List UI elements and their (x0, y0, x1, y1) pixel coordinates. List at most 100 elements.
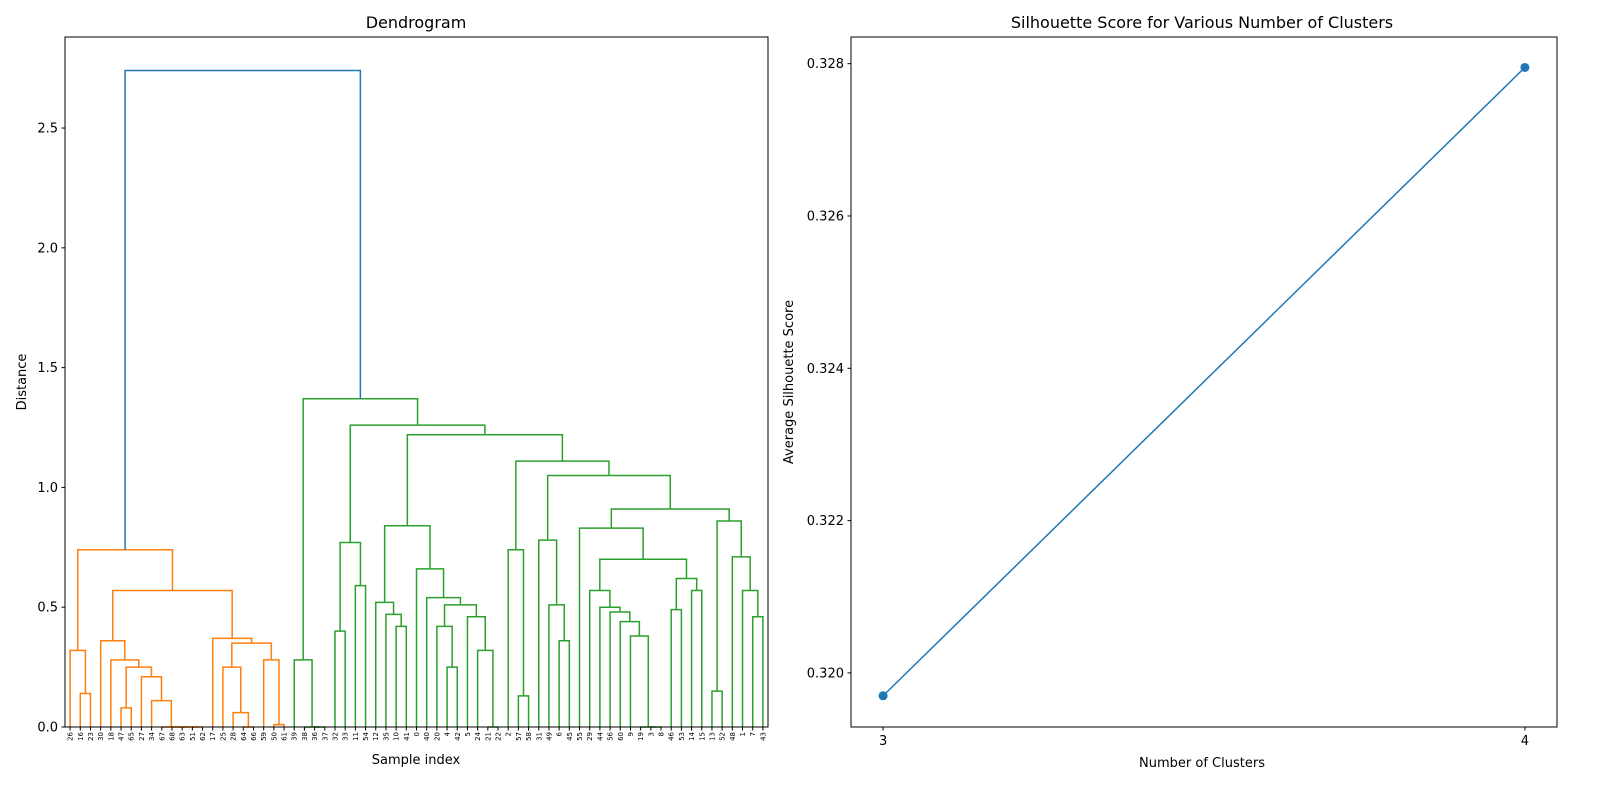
x-tick-label: 3 (879, 734, 887, 749)
y-tick-label: 0.5 (37, 601, 58, 616)
y-tick-label: 0.322 (807, 514, 844, 529)
x-tick-label: 4 (1521, 734, 1529, 749)
y-tick-label: 0.320 (807, 666, 844, 681)
leaf-label: 66 (250, 731, 258, 740)
y-tick-label: 0.328 (807, 57, 844, 72)
leaf-label: 45 (566, 732, 574, 741)
leaf-label: 18 (107, 732, 115, 741)
leaf-label: 22 (495, 732, 503, 741)
y-tick-label: 1.5 (37, 361, 58, 376)
dendrogram-link (675, 577, 698, 610)
y-tick-label: 0.326 (807, 209, 844, 224)
dendrogram-link (446, 666, 459, 727)
dendrogram-plot: Dendrogram Sample index Distance 26 16 23 3… (15, 13, 769, 768)
leaf-label: 67 (158, 732, 166, 741)
leaf-label: 5 (464, 732, 472, 736)
dendrogram-links (69, 69, 764, 728)
leaf-label: 58 (525, 732, 533, 741)
silhouette-point (878, 691, 888, 701)
silhouette-title: Silhouette Score for Various Number of C… (1011, 13, 1393, 32)
leaf-label: 24 (474, 731, 482, 740)
leaf-label: 61 (281, 732, 289, 741)
silhouette-ylabel: Average Silhouette Score (782, 300, 797, 464)
dendrogram-link (415, 568, 445, 727)
dendrogram-link (517, 695, 530, 727)
dendrogram-link (302, 398, 419, 660)
dendrogram-link (629, 635, 650, 727)
leaf-label: 52 (719, 732, 727, 741)
y-tick-label: 1.0 (37, 481, 58, 496)
dendrogram-link (548, 604, 565, 727)
leaf-label: 21 (484, 732, 492, 741)
leaf-label: 11 (352, 732, 360, 741)
leaf-label: 14 (688, 731, 696, 740)
leaf-label: 28 (230, 732, 238, 741)
dendrogram-link (293, 659, 313, 727)
dendrogram-link (339, 541, 362, 632)
leaf-label: 39 (291, 732, 299, 741)
leaf-label: 20 (433, 732, 441, 741)
dendrogram-link (222, 666, 242, 727)
dendrogram-link (76, 548, 174, 651)
leaf-label: 55 (576, 732, 584, 741)
dendrogram-link (385, 613, 402, 727)
dendrogram-link (383, 525, 431, 603)
y-tick-label: 2.5 (37, 122, 58, 137)
leaf-label: 62 (199, 732, 207, 741)
leaf-label: 30 (97, 732, 105, 741)
leaf-label: 33 (342, 732, 350, 741)
leaf-label: 54 (362, 731, 370, 740)
dendrogram-frame (64, 36, 769, 728)
leaf-label: 48 (729, 732, 737, 741)
leaf-label: 1 (739, 732, 747, 736)
leaf-label: 12 (372, 732, 380, 741)
dendrogram-link (374, 601, 395, 727)
leaf-label: 42 (454, 732, 462, 741)
dendrogram-link (79, 692, 92, 727)
leaf-label: 50 (270, 732, 278, 741)
dendrogram-link (610, 508, 730, 529)
leaf-label: 49 (545, 732, 553, 741)
dendrogram-link (443, 604, 478, 627)
leaf-label: 29 (586, 732, 594, 741)
dendrogram-link (538, 539, 558, 727)
leaf-label: 8 (658, 732, 666, 736)
dendrogram-link (476, 649, 494, 727)
dendrogram-link (425, 596, 462, 727)
leaf-label: 53 (678, 732, 686, 741)
leaf-label: 63 (179, 732, 187, 741)
leaf-label: 59 (260, 732, 268, 741)
silhouette-plot: Silhouette Score for Various Number of C… (782, 13, 1558, 771)
dendrogram-link (395, 625, 408, 727)
dendrogram-link (111, 589, 233, 641)
leaf-label: 36 (311, 731, 319, 740)
leaf-label: 35 (382, 732, 390, 741)
dendrogram-link (507, 548, 525, 727)
y-tick-label: 2.0 (37, 241, 58, 256)
dendrogram-root-link (124, 69, 362, 550)
leaf-label: 26 (67, 731, 75, 740)
leaf-label: 7 (749, 732, 757, 736)
dendrogram-link (262, 659, 280, 727)
dendrogram-link (150, 699, 173, 727)
dendrogram-link (231, 642, 273, 668)
dendrogram-link (69, 649, 87, 727)
leaf-label: 3 (647, 732, 655, 736)
dendrogram-link (466, 616, 487, 727)
dendrogram-link (690, 589, 703, 727)
leaf-label: 9 (627, 732, 635, 736)
y-tick-label: 0.324 (807, 362, 844, 377)
dendrogram-link (125, 666, 153, 708)
dendrogram-link (751, 616, 764, 727)
dendrogram-link (349, 424, 486, 543)
dendrogram-link (599, 558, 688, 591)
dendrogram-xlabel: Sample index (372, 753, 461, 768)
dendrogram-link (741, 589, 759, 727)
dendrogram-ticks: 26 16 23 30 18 47 65 27 34 67 68 63 51 62 17 25 28 64 66 59… (37, 122, 767, 741)
dendrogram-link (120, 707, 132, 727)
leaf-label: 4 (444, 731, 452, 736)
leaf-label: 47 (118, 732, 126, 741)
leaf-label: 6 (556, 731, 564, 736)
dendrogram-link (232, 711, 250, 727)
leaf-label: 16 (77, 731, 85, 740)
